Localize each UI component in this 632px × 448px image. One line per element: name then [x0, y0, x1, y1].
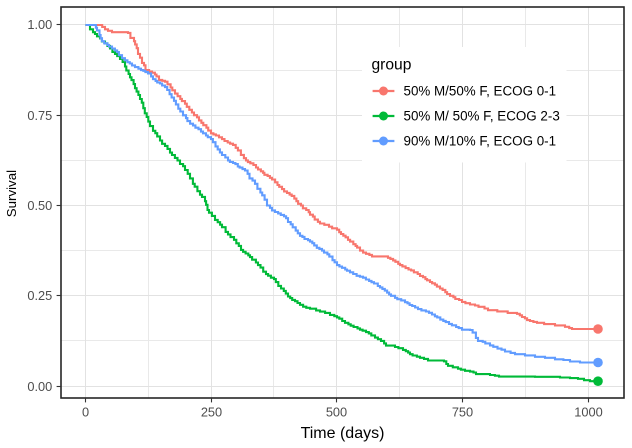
svg-text:0: 0: [82, 404, 89, 419]
svg-text:0.25: 0.25: [27, 288, 52, 303]
svg-text:group: group: [372, 57, 412, 74]
svg-text:0.00: 0.00: [27, 379, 52, 394]
svg-text:750: 750: [452, 404, 473, 419]
svg-text:1000: 1000: [574, 404, 602, 419]
svg-text:500: 500: [326, 404, 347, 419]
svg-text:Time (days): Time (days): [301, 425, 385, 442]
svg-text:0.50: 0.50: [27, 198, 52, 213]
svg-text:0.75: 0.75: [27, 108, 52, 123]
svg-text:50% M/50% F, ECOG 0-1: 50% M/50% F, ECOG 0-1: [404, 84, 557, 99]
svg-text:250: 250: [201, 404, 222, 419]
svg-text:90% M/10% F, ECOG 0-1: 90% M/10% F, ECOG 0-1: [404, 134, 557, 149]
svg-text:1.00: 1.00: [27, 17, 52, 32]
svg-text:Survival: Survival: [4, 170, 19, 217]
svg-text:50% M/ 50% F, ECOG 2-3: 50% M/ 50% F, ECOG 2-3: [404, 109, 560, 124]
